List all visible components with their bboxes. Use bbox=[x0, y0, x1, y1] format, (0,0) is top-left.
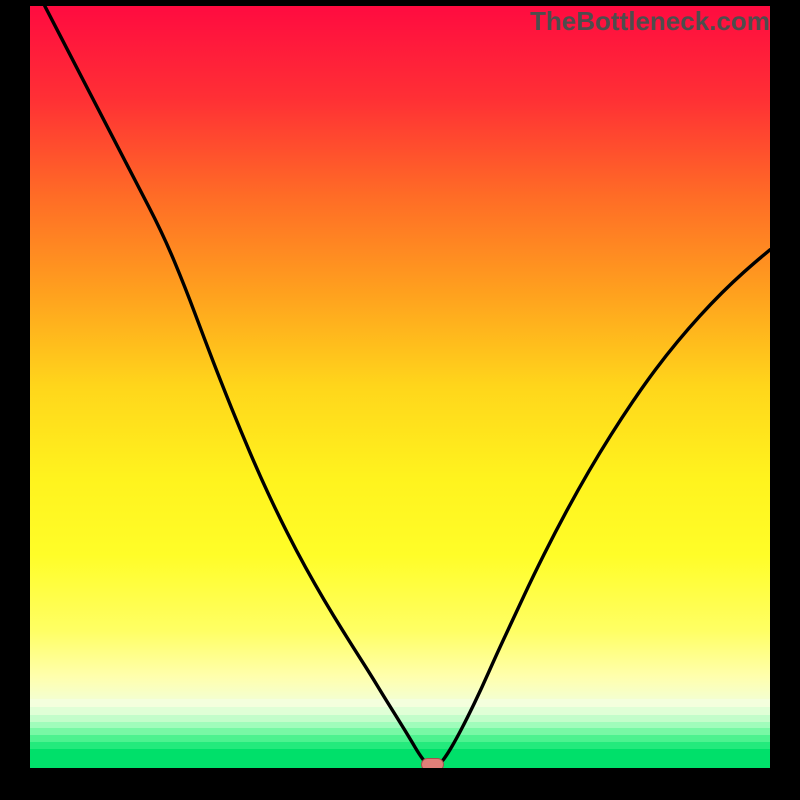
optimal-marker bbox=[421, 758, 444, 768]
plot-area bbox=[30, 6, 770, 768]
watermark-text: TheBottleneck.com bbox=[530, 6, 770, 37]
bottleneck-curve bbox=[30, 6, 770, 768]
